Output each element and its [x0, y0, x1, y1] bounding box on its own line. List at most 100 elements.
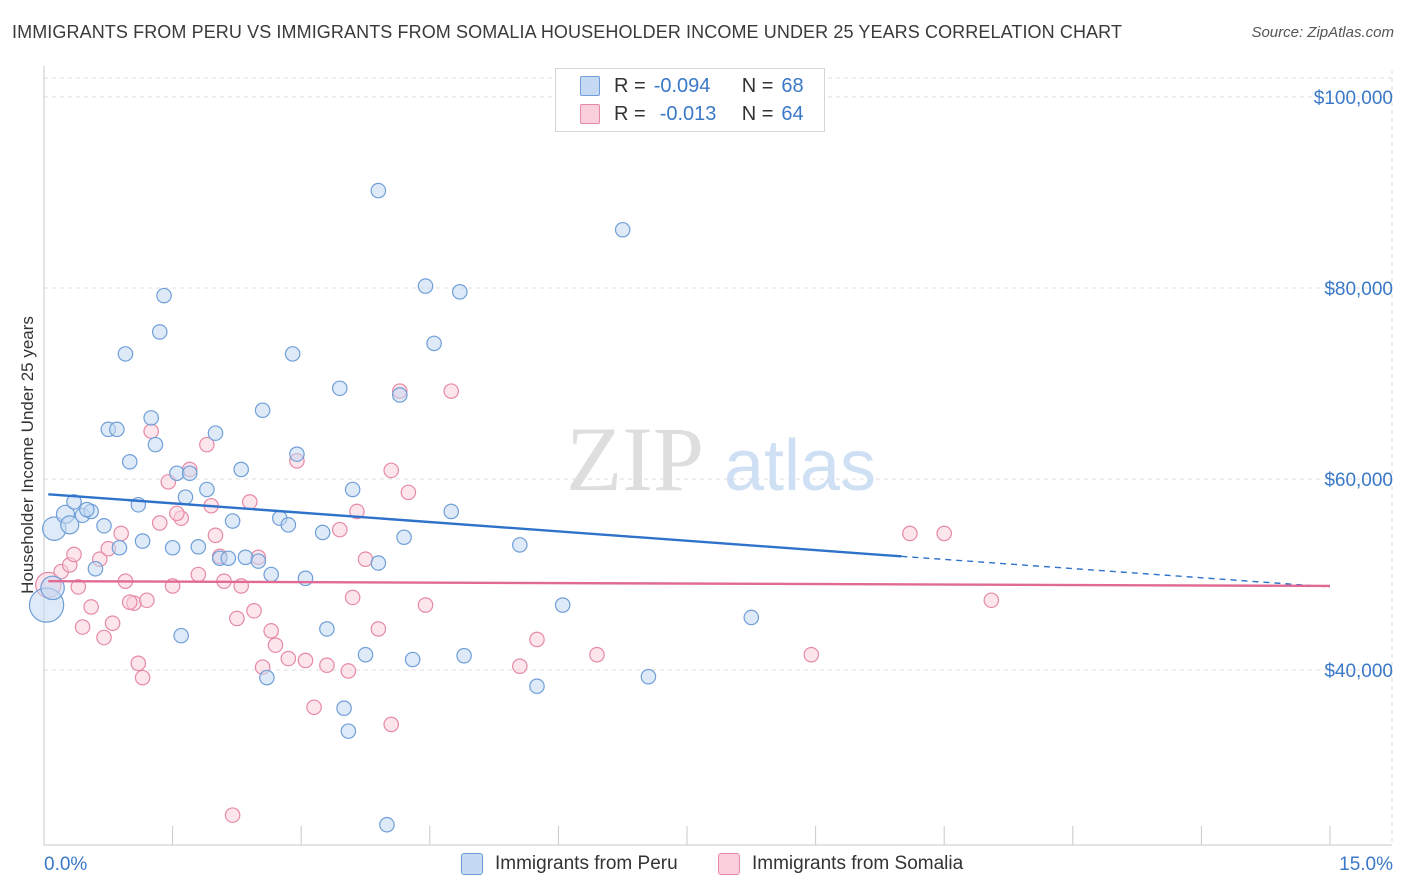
peru-point [456, 647, 472, 664]
peru-point [289, 446, 305, 462]
peru-point [177, 489, 194, 505]
somalia-point [589, 646, 605, 663]
somalia-point [529, 631, 545, 648]
peru-point [263, 566, 279, 583]
peru-point [156, 287, 172, 304]
trend-line-solid [48, 579, 1331, 588]
peru-point [199, 481, 215, 498]
somalia-point [297, 652, 314, 669]
peru-point [640, 668, 657, 685]
x-tick-label: 0.0% [44, 854, 87, 875]
y-tick-label: $60,000 [1324, 470, 1393, 491]
legend-item-peru: Immigrants from Peru [461, 851, 678, 877]
peru-point [117, 346, 134, 362]
peru-point [443, 503, 460, 520]
peru-point [79, 501, 95, 518]
peru-point [340, 723, 357, 739]
peru-point [224, 513, 241, 529]
watermark-atlas: atlas [724, 426, 876, 506]
peru-point [344, 481, 361, 498]
somalia-point [306, 699, 322, 716]
peru-point [426, 335, 442, 352]
peru-swatch [580, 76, 600, 96]
somalia-r-value: -0.013 [659, 102, 717, 125]
trend-lines [48, 493, 1331, 588]
peru-point [370, 182, 387, 199]
peru-legend-label: Immigrants from Peru [495, 853, 678, 874]
peru-point [190, 539, 207, 555]
somalia-point [246, 602, 262, 619]
somalia-point [383, 462, 400, 479]
peru-point [233, 461, 249, 478]
somalia-point [349, 503, 365, 520]
somalia-point [344, 589, 361, 606]
somalia-point [134, 669, 151, 686]
somalia-point [331, 521, 348, 538]
peru-point [319, 621, 335, 637]
peru-point [143, 410, 159, 426]
peru-point [512, 537, 528, 553]
somalia-point [113, 525, 129, 542]
peru-point [169, 465, 185, 482]
trend-line-dashed [901, 555, 1331, 588]
peru-point [379, 816, 395, 833]
chart-title: IMMIGRANTS FROM PERU VS IMMIGRANTS FROM … [12, 22, 1123, 42]
somalia-point [417, 597, 434, 613]
peru-point [284, 346, 301, 362]
somalia-point [199, 436, 215, 453]
somalia-point [104, 615, 121, 632]
somalia-r-label: R = [614, 102, 646, 125]
peru-point [391, 387, 408, 403]
peru-point [220, 550, 237, 567]
somalia-point [340, 663, 357, 679]
peru-point [370, 555, 387, 571]
y-tick-label: $100,000 [1314, 88, 1393, 109]
peru-point [109, 421, 125, 438]
legend-row-somalia: R = -0.013 N = 64 [580, 101, 804, 127]
peru-point [66, 494, 82, 510]
peru-point [237, 549, 254, 566]
peru-point [173, 627, 189, 644]
peru-point [404, 651, 421, 668]
correlation-legend: R = -0.094 N = 68 R = -0.013 N = 64 [555, 68, 825, 132]
peru-point [250, 553, 267, 569]
somalia-point [263, 623, 279, 639]
somalia-point [357, 551, 374, 568]
somalia-point [512, 658, 528, 674]
peru-point [151, 324, 168, 340]
legend-row-peru: R = -0.094 N = 68 [580, 73, 804, 99]
somalia-point [139, 592, 155, 609]
peru-point [417, 278, 434, 294]
somalia-point [443, 383, 460, 399]
somalia-point [370, 621, 387, 637]
somalia-point [280, 650, 297, 667]
peru-r-label: R = [614, 74, 646, 97]
somalia-point [121, 594, 138, 610]
watermark: ZIP atlas [566, 408, 876, 510]
y-tick-label: $40,000 [1324, 661, 1393, 682]
somalia-point [383, 716, 400, 733]
peru-point [396, 529, 412, 546]
somalia-point [143, 423, 159, 440]
peru-point [87, 560, 104, 577]
somalia-point [267, 637, 284, 653]
peru-point [280, 517, 297, 533]
peru-point [60, 515, 80, 535]
axes [43, 66, 1392, 846]
peru-legend-swatch [461, 853, 483, 875]
peru-point [134, 533, 151, 549]
peru-point [121, 454, 138, 470]
peru-point [614, 221, 631, 238]
somalia-point [130, 655, 147, 672]
peru-point [336, 700, 352, 716]
somalia-point [190, 566, 207, 583]
tick-labels: $40,000 $60,000 $80,000 $100,000 0.0% 15.0% [44, 88, 1393, 875]
somalia-point [936, 525, 952, 542]
peru-point [314, 524, 331, 541]
peru-point [554, 597, 571, 613]
watermark-zip: ZIP [566, 408, 704, 510]
peru-point [529, 678, 545, 695]
somalia-n-value: 64 [781, 102, 804, 125]
x-tick-label: 15.0% [1339, 854, 1393, 875]
